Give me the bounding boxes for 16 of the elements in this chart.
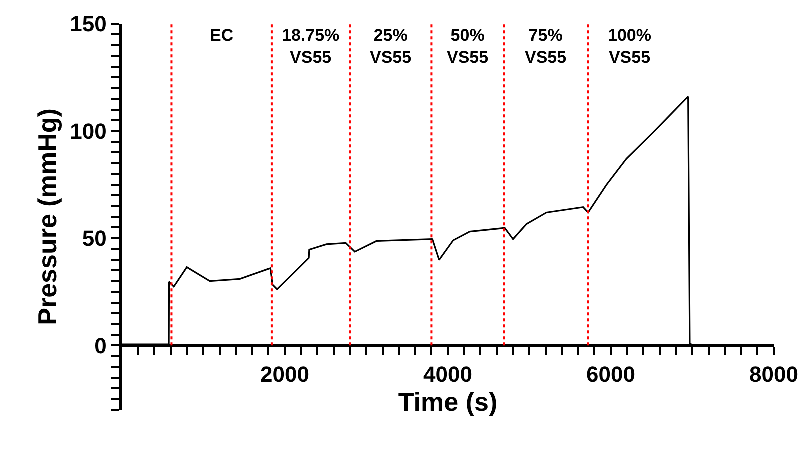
- x-tick-label: 2000: [260, 362, 310, 387]
- y-tick-label: 100: [70, 118, 107, 144]
- y-tick-label: 0: [94, 333, 107, 358]
- x-tick-label: 8000: [750, 362, 798, 387]
- x-axis-title: Time (s): [398, 386, 498, 417]
- ref-line-label: EC: [210, 26, 234, 45]
- ref-line-label: 75% VS55: [525, 26, 567, 68]
- y-tick-label: 50: [82, 226, 107, 252]
- x-tick-label: 6000: [586, 362, 636, 387]
- ref-line-label: 50% VS55: [447, 26, 489, 68]
- y-tick-label: 150: [70, 12, 107, 37]
- ref-line-label: 18.75% VS55: [282, 26, 340, 68]
- ref-line-label: 100% VS55: [608, 26, 652, 68]
- x-tick-label: 4000: [424, 362, 472, 387]
- ref-line-label: 25% VS55: [370, 26, 412, 68]
- y-axis-title: Pressure (mmHg): [32, 108, 63, 326]
